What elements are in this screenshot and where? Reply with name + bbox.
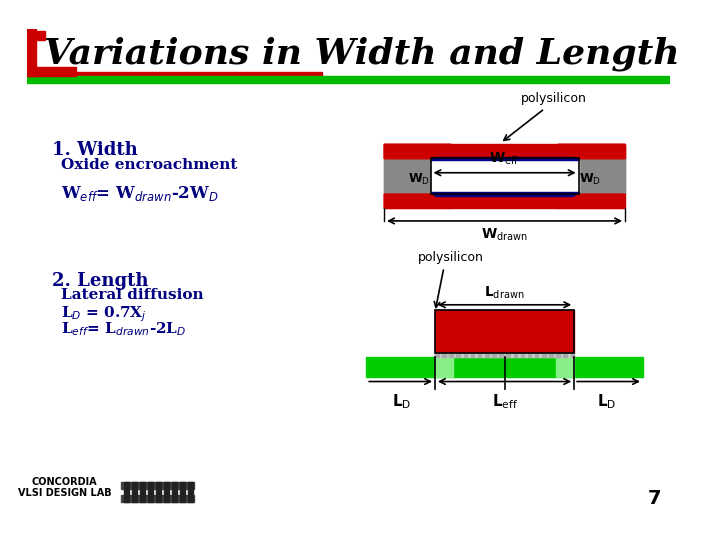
Polygon shape xyxy=(558,194,625,208)
Text: W$_{\rm eff}$: W$_{\rm eff}$ xyxy=(490,151,520,167)
Bar xyxy=(549,353,553,357)
Bar xyxy=(499,353,503,357)
Bar xyxy=(431,158,579,194)
Text: Variations in Width and Length: Variations in Width and Length xyxy=(44,37,680,71)
Bar xyxy=(435,310,574,353)
Polygon shape xyxy=(558,144,625,158)
Bar xyxy=(27,29,36,76)
Bar xyxy=(528,353,531,357)
Bar xyxy=(456,353,460,357)
Text: L$_{\rm D}$: L$_{\rm D}$ xyxy=(392,392,412,411)
Text: CONCORDIA: CONCORDIA xyxy=(32,477,97,487)
Bar xyxy=(576,158,625,194)
Bar xyxy=(435,353,438,357)
Bar xyxy=(188,482,193,502)
Bar xyxy=(557,353,560,357)
Bar xyxy=(435,310,574,353)
Bar xyxy=(478,353,482,357)
Bar xyxy=(27,66,76,76)
Bar xyxy=(384,158,431,194)
Bar xyxy=(172,482,177,502)
Bar xyxy=(521,353,524,357)
Bar xyxy=(121,495,194,502)
Bar xyxy=(384,194,625,208)
Bar xyxy=(492,353,495,357)
Text: W$_{\rm drawn}$: W$_{\rm drawn}$ xyxy=(481,226,528,242)
Bar xyxy=(431,157,579,160)
Bar xyxy=(27,76,670,83)
Text: Oxide encroachment: Oxide encroachment xyxy=(61,158,238,172)
Bar xyxy=(485,353,489,357)
Bar xyxy=(384,158,433,194)
Text: W$_{\rm D}$: W$_{\rm D}$ xyxy=(408,172,431,187)
Polygon shape xyxy=(384,194,451,208)
Polygon shape xyxy=(384,144,451,158)
Text: W$_{eff}$= W$_{drawn}$-2W$_{D}$: W$_{eff}$= W$_{drawn}$-2W$_{D}$ xyxy=(61,184,219,204)
Text: L$_{\rm drawn}$: L$_{\rm drawn}$ xyxy=(485,285,525,301)
Bar xyxy=(156,482,161,502)
Bar xyxy=(557,357,574,377)
Bar xyxy=(471,353,474,357)
Bar xyxy=(449,353,453,357)
Bar xyxy=(431,192,579,196)
Text: polysilicon: polysilicon xyxy=(521,92,587,105)
Bar xyxy=(180,482,185,502)
Bar xyxy=(124,482,129,502)
Text: W$_{\rm D}$: W$_{\rm D}$ xyxy=(579,172,600,187)
Text: L$_{eff}$= L$_{drawn}$-2L$_{D}$: L$_{eff}$= L$_{drawn}$-2L$_{D}$ xyxy=(61,320,186,338)
Bar xyxy=(464,353,467,357)
Text: Lateral diffusion: Lateral diffusion xyxy=(61,288,204,302)
Text: VLSI DESIGN LAB: VLSI DESIGN LAB xyxy=(18,488,112,498)
Text: 2. Length: 2. Length xyxy=(53,272,149,290)
Bar xyxy=(163,482,169,502)
Text: 1. Width: 1. Width xyxy=(53,140,138,159)
Bar xyxy=(542,353,546,357)
Text: L$_{D}$ = 0.7X$_{j}$: L$_{D}$ = 0.7X$_{j}$ xyxy=(61,304,146,323)
Polygon shape xyxy=(384,145,451,158)
Bar xyxy=(506,353,510,357)
Bar xyxy=(132,482,137,502)
Bar xyxy=(571,353,574,357)
Bar xyxy=(148,482,153,502)
Bar xyxy=(442,353,446,357)
Text: L$_{\rm D}$: L$_{\rm D}$ xyxy=(598,392,617,411)
Bar xyxy=(435,353,574,357)
Bar xyxy=(384,144,625,158)
Bar xyxy=(140,482,145,502)
Bar xyxy=(36,72,322,76)
Bar xyxy=(435,357,453,377)
Bar xyxy=(121,482,194,489)
Bar xyxy=(27,31,45,40)
Bar xyxy=(384,145,625,158)
Bar xyxy=(564,353,567,357)
Bar xyxy=(535,353,539,357)
Text: 7: 7 xyxy=(648,489,661,508)
Text: L$_{\rm eff}$: L$_{\rm eff}$ xyxy=(492,392,518,411)
Bar xyxy=(366,357,643,377)
Bar xyxy=(513,353,517,357)
Bar xyxy=(431,158,579,194)
Bar xyxy=(579,158,625,194)
Text: polysilicon: polysilicon xyxy=(418,251,484,264)
